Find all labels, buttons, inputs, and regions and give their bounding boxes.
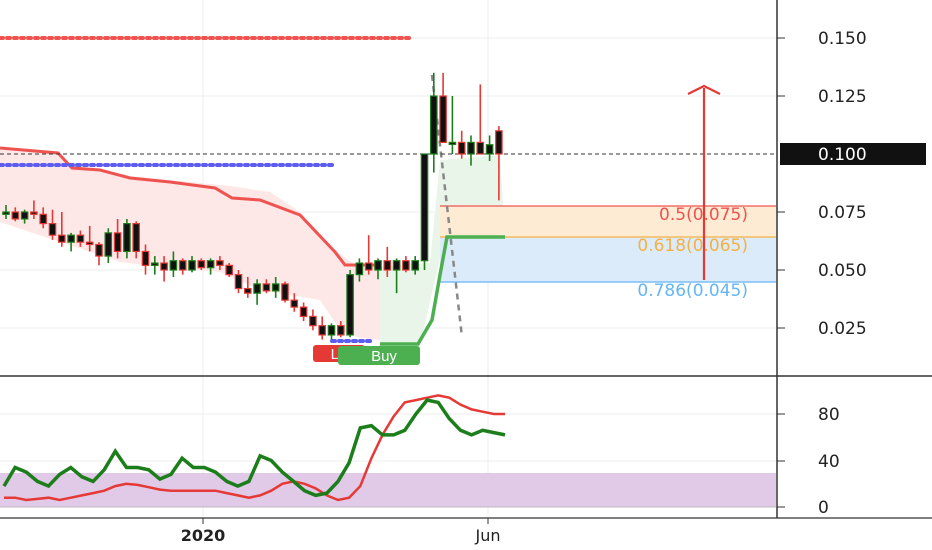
time-label-2020: 2020	[181, 526, 226, 545]
buy-badge: Buy	[338, 346, 420, 365]
candle-body	[411, 260, 420, 271]
time-label-jun: Jun	[475, 526, 501, 545]
candle-body	[346, 274, 354, 336]
candle-body	[467, 141, 475, 155]
price-tick-0075: 0.075	[818, 203, 867, 223]
fib-zone-orange	[440, 206, 776, 237]
osc-tick-80: 80	[818, 405, 840, 425]
candle-body	[151, 262, 159, 266]
candle-body	[383, 260, 392, 271]
candle-body	[113, 232, 122, 253]
candle-body	[485, 144, 494, 155]
target-arrow	[687, 84, 721, 280]
candle-body	[48, 223, 57, 236]
candle-body	[374, 260, 382, 271]
oscillator-axis: 80 40 0	[777, 405, 840, 518]
current-price-label: 0.100	[780, 143, 926, 165]
candle-body	[57, 234, 66, 243]
candle-body	[2, 211, 10, 215]
candle-body	[104, 232, 113, 257]
candle-body	[197, 260, 206, 269]
candle-body	[85, 241, 94, 246]
candle-body	[430, 95, 438, 155]
osc-tick-40: 40	[818, 452, 840, 472]
candle-body	[262, 283, 271, 292]
candle-body	[234, 274, 243, 290]
candle-body	[123, 223, 131, 253]
candle-body	[39, 213, 48, 225]
fib-label-05: 0.5(0.075)	[659, 205, 748, 225]
oscillator-band	[0, 473, 776, 507]
candle-body	[420, 153, 429, 262]
candle-body	[318, 325, 327, 336]
candles	[2, 72, 503, 340]
candle-body	[95, 243, 103, 257]
candle-body	[76, 234, 85, 243]
red-trend-line	[0, 146, 380, 267]
fib-label-0618: 0.618(0.065)	[637, 236, 748, 256]
candle-body	[457, 141, 466, 155]
candle-body	[495, 130, 503, 155]
candle-body	[290, 299, 299, 308]
candle-body	[327, 325, 336, 336]
candle-body	[299, 306, 308, 317]
candle-body	[244, 287, 252, 294]
fib-label-0786: 0.786(0.045)	[637, 281, 748, 301]
fib-zone-blue	[440, 237, 776, 282]
green-trend-line	[380, 235, 505, 346]
red-cloud-fill	[0, 148, 380, 340]
candle-body	[364, 262, 373, 271]
green-cloud-fill	[380, 155, 505, 345]
candle-body	[392, 260, 401, 271]
price-tick-0150: 0.150	[818, 29, 867, 49]
candle-body	[216, 260, 224, 266]
candle-body	[67, 234, 75, 243]
candle-body	[281, 283, 289, 301]
oscillator-green-line	[2, 398, 506, 498]
price-tick-0025: 0.025	[818, 319, 867, 339]
candle-body	[271, 283, 280, 292]
oscillator-gridlines	[0, 413, 776, 462]
candle-body	[132, 223, 141, 253]
price-axis: 0.150 0.125 0.075 0.050 0.025	[777, 29, 867, 339]
candle-body	[448, 141, 457, 145]
candle-body	[169, 260, 178, 271]
candle-body	[141, 250, 150, 266]
candle-body	[476, 141, 485, 155]
candle-body	[253, 283, 261, 294]
oscillator-red-line	[4, 394, 505, 502]
candle-body	[188, 260, 196, 271]
candle-body	[355, 262, 364, 276]
candle-body	[20, 211, 29, 220]
svg-text:0.100: 0.100	[818, 145, 867, 165]
candle-body	[225, 264, 234, 276]
candle-body	[309, 315, 317, 327]
candle-body	[402, 260, 410, 271]
price-tick-0050: 0.050	[818, 261, 867, 281]
candle-body	[160, 262, 168, 271]
price-tick-0125: 0.125	[818, 87, 867, 107]
osc-tick-0: 0	[818, 498, 829, 518]
candle-body	[337, 325, 345, 336]
svg-text:Buy: Buy	[371, 348, 397, 365]
candle-body	[178, 260, 187, 271]
candle-body	[11, 211, 20, 220]
candle-body	[206, 260, 215, 269]
candle-body	[439, 95, 447, 144]
candle-body	[30, 211, 38, 215]
